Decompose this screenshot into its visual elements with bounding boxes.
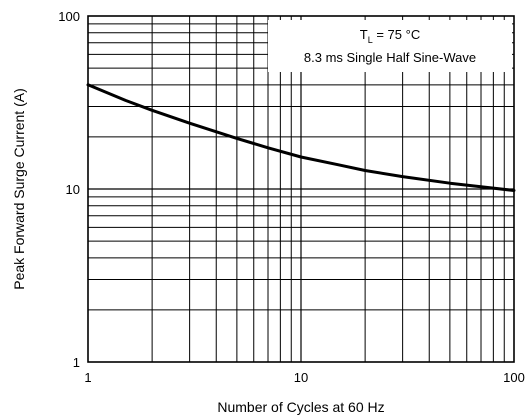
x-tick-labels: 1 10 100	[84, 370, 524, 385]
annotation-temp-subscript: L	[368, 35, 373, 45]
annotation-background	[268, 20, 512, 72]
y-axis-title: Peak Forward Surge Current (A)	[11, 88, 27, 290]
y-tick-label: 1	[73, 355, 80, 370]
surge-current-curve	[86, 83, 516, 192]
annotation-temp-value: = 75 °C	[373, 27, 420, 42]
x-tick-label: 1	[84, 370, 91, 385]
x-tick-label: 100	[503, 370, 525, 385]
y-tick-labels: 1 10 100	[58, 9, 80, 370]
x-tick-label: 10	[294, 370, 308, 385]
annotation-box: TL = 75 °C 8.3 ms Single Half Sine-Wave	[268, 20, 512, 72]
y-tick-label: 100	[58, 9, 80, 24]
annotation-line1: TL = 75 °C	[360, 27, 420, 45]
y-tick-label: 10	[66, 182, 80, 197]
annotation-temp-symbol: T	[360, 27, 368, 42]
annotation-line2: 8.3 ms Single Half Sine-Wave	[304, 50, 476, 65]
x-axis-title: Number of Cycles at 60 Hz	[217, 399, 384, 415]
